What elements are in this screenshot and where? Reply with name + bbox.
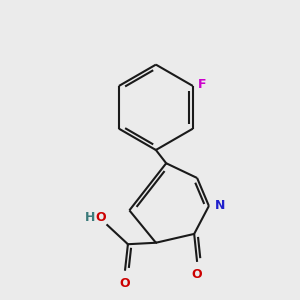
Text: N: N [215,200,226,212]
Text: O: O [192,268,203,281]
Text: H: H [85,211,95,224]
Text: O: O [95,211,106,224]
Text: F: F [198,78,207,91]
Text: O: O [120,277,130,290]
